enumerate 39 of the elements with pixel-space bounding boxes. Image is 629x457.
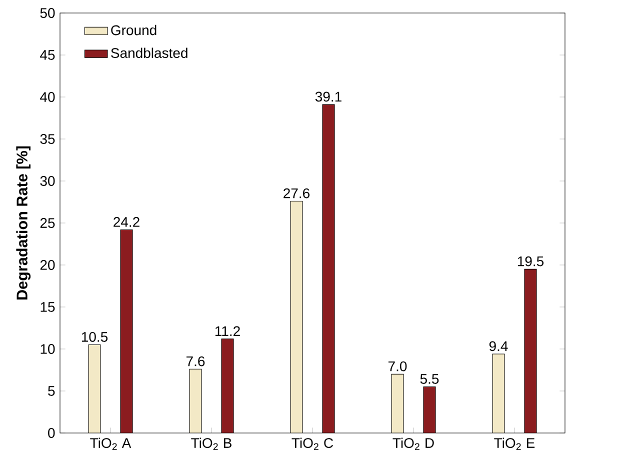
y-tick-label: 40	[40, 92, 55, 102]
y-tick-label: 20	[40, 260, 55, 270]
data-label: 7.0	[388, 361, 407, 372]
y-tick-label: 15	[40, 302, 55, 312]
x-tick-label: TiO$_{2}$ E	[494, 438, 535, 450]
legend-label: Ground	[111, 24, 156, 36]
y-tick-label: 45	[40, 50, 55, 60]
bar	[221, 338, 234, 433]
x-tick-label: TiO$_{2}$ C	[292, 438, 334, 450]
bar	[322, 104, 335, 433]
y-axis-title: Degradation Rate [%]	[16, 146, 31, 300]
data-label: 10.5	[82, 332, 108, 342]
x-tick-label: TiO$_{2}$ D	[392, 438, 434, 450]
y-tick-label: 35	[40, 134, 55, 144]
bar	[290, 200, 303, 433]
y-tick-label: 25	[40, 218, 55, 228]
bar	[120, 229, 133, 433]
y-tick-label: 30	[40, 176, 55, 186]
data-label: 39.1	[315, 92, 342, 102]
bar	[423, 386, 436, 433]
bar	[524, 268, 537, 433]
data-label: 11.2	[215, 326, 240, 336]
data-label: 27.6	[284, 188, 310, 198]
y-tick-label: 5	[48, 386, 55, 396]
y-tick-label: 50	[40, 8, 55, 18]
y-tick-label: 10	[40, 344, 55, 354]
data-label: 24.2	[114, 217, 140, 227]
x-tick-label: TiO$_{2}$ B	[191, 438, 232, 450]
bar	[88, 344, 101, 433]
data-label: 19.5	[518, 256, 544, 266]
y-tick-label: 0	[48, 428, 55, 438]
bar	[391, 374, 404, 433]
data-label: 7.6	[186, 356, 205, 366]
data-label: 9.4	[489, 341, 508, 352]
legend-label: Sandblasted	[111, 48, 188, 58]
bar	[189, 368, 202, 433]
data-label: 5.5	[420, 374, 439, 384]
x-tick-label: TiO$_{2}$ A	[90, 438, 132, 450]
bar	[492, 354, 505, 433]
